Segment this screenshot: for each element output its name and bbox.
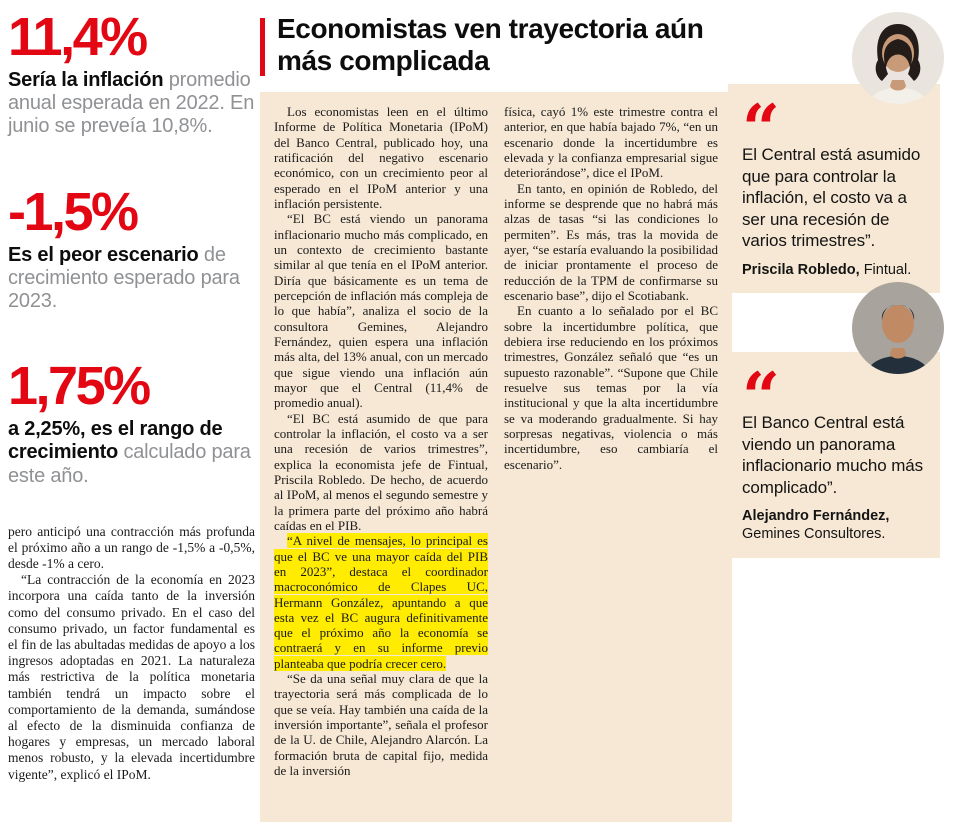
article-paragraph: “El BC está viendo un panorama inflacion… [274, 211, 488, 411]
stat-block-inflation: 11,4% Sería la inflación promedio anual … [8, 10, 255, 139]
stat-block-growth-range: 1,75% a 2,25%, es el rango de crecimient… [8, 359, 255, 488]
stats-column: 11,4% Sería la inflación promedio anual … [8, 10, 255, 783]
quote-attribution: Priscila Robledo, Fintual. [742, 261, 926, 279]
quote-text: El Central está asumido que para control… [742, 145, 921, 251]
stat-lead: a 2,25%, es el rango de crecimiento [8, 418, 223, 464]
article-paragraph: física, cayó 1% este trimestre contra el… [504, 104, 718, 181]
article-paragraph: En cuanto a lo señalado por el BC sobre … [504, 303, 718, 472]
quote-text: El Banco Central está viendo un panorama… [742, 413, 924, 497]
article-body-panel: Los economistas leen en el último Inform… [260, 92, 732, 822]
left-body-text: pero anticipó una contracción más profun… [8, 524, 255, 783]
alejandro-fernandez-portrait [852, 282, 944, 374]
stat-lead: Sería la inflación [8, 69, 164, 91]
highlighted-paragraph: “A nivel de mensajes, lo principal es qu… [274, 533, 488, 671]
stat-description: Sería la inflación promedio anual espera… [8, 69, 255, 139]
man-portrait-illustration [852, 282, 944, 374]
article-paragraph: En tanto, en opinión de Robledo, del inf… [504, 180, 718, 303]
stat-description: a 2,25%, es el rango de crecimiento calc… [8, 418, 255, 488]
quote-author-org: Gemines Consultores. [742, 526, 886, 543]
highlight-text: “A nivel de mensajes, lo principal es qu… [274, 533, 488, 671]
quote-author-org: Fintual. [863, 261, 912, 278]
headline-accent-bar [260, 18, 265, 76]
left-body-paragraph: “La contracción de la economía en 2023 i… [8, 572, 255, 782]
stat-lead: Es el peor escenario [8, 243, 199, 266]
pull-quote-fernandez: “ El Banco Central está viendo un panora… [728, 352, 940, 558]
quote-author-name: Alejandro Fernández, [742, 508, 890, 525]
priscila-robledo-portrait [852, 12, 944, 104]
quote-attribution: Alejandro Fernández, Gemines Consultores… [742, 507, 926, 543]
article-column-1: Los economistas leen en el último Inform… [274, 104, 488, 810]
stat-value: 1,75% [8, 356, 151, 417]
stat-rest: calculado para este año. [8, 441, 251, 487]
article-paragraph: Los economistas leen en el último Inform… [274, 104, 488, 211]
stat-value: 11,4% [8, 7, 148, 67]
stat-block-growth-2023: -1,5% Es el peor escenario de crecimient… [8, 185, 255, 314]
stat-rest: promedio anual esperada en 2022. En juni… [8, 69, 255, 138]
article-headline: Economistas ven trayectoria aún más comp… [277, 13, 704, 76]
pull-quote-robledo: “ El Central está asumido que para contr… [728, 84, 940, 294]
article-paragraph: “Se da una señal muy clara de que la tra… [274, 671, 488, 779]
woman-portrait-illustration [852, 12, 944, 104]
article-column-2: física, cayó 1% este trimestre contra el… [504, 104, 718, 810]
quote-author-name: Priscila Robledo, [742, 261, 860, 278]
left-body-paragraph: pero anticipó una contracción más profun… [8, 523, 255, 572]
stat-value: -1,5% [8, 181, 139, 242]
stat-rest: de crecimiento esperado para 2023. [8, 243, 240, 312]
stat-description: Es el peor escenario de crecimiento espe… [8, 244, 255, 314]
article-paragraph: “El BC está asumido de que para controla… [274, 410, 488, 533]
